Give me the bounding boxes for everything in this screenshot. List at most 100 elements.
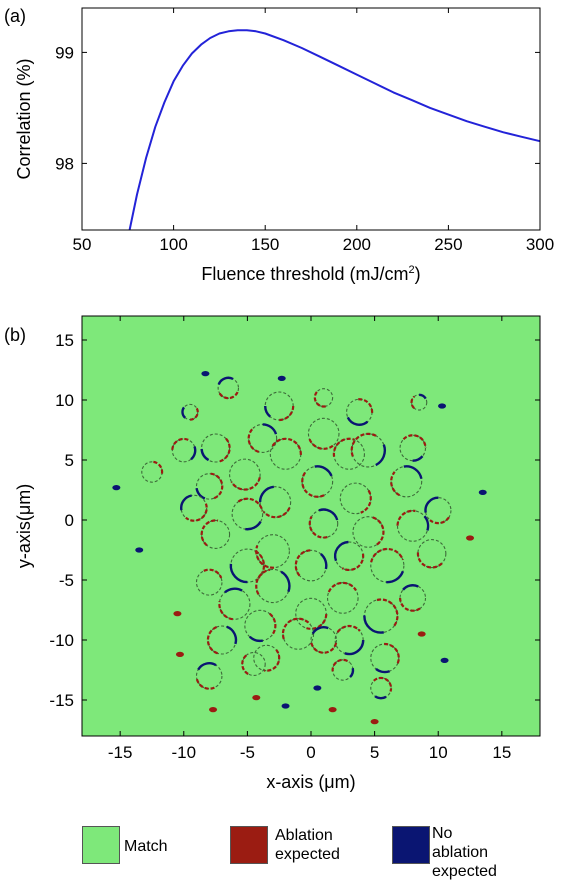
chart-b-ring [241, 651, 266, 676]
panel-label-b: (b) [4, 325, 26, 345]
chart-a-xtick-label: 100 [159, 235, 187, 254]
chart-b-ring [269, 437, 302, 470]
chart-b-ring [301, 465, 334, 498]
chart-b-ring [370, 642, 400, 674]
chart-b-ring-no-ablation-arc [375, 667, 391, 674]
legend-swatch-no-ablation [392, 826, 430, 864]
chart-b-ring-no-ablation-arc [363, 615, 385, 634]
chart-b-ring [326, 581, 359, 614]
chart-b-ring-no-ablation-arc [217, 376, 234, 386]
chart-b-ring-outline [310, 626, 337, 654]
chart-b-ring-ablation-arc [264, 649, 281, 672]
chart-b-ring-no-ablation-arc [386, 570, 405, 584]
chart-b-ring-ablation-arc [301, 471, 325, 498]
chart-b-ring [180, 494, 208, 522]
chart-b-ytick-label: 15 [55, 331, 74, 350]
chart-b-ring [313, 388, 334, 408]
chart-b-blob-no-ablation [277, 375, 286, 381]
chart-b-ring-ablation-arc [268, 612, 277, 637]
chart-a-series-layer [128, 29, 541, 231]
chart-b-ring-ablation-arc [203, 568, 223, 579]
chart-b-ring [396, 509, 430, 542]
chart-a-xlabel-close: ) [415, 264, 421, 284]
chart-b-ring-ablation-arc [262, 507, 291, 519]
chart-a-xtick-label: 250 [434, 235, 462, 254]
chart-b-ytick-label: 10 [55, 391, 74, 410]
chart-b-blob-no-ablation [281, 703, 290, 709]
chart-b-ring-ablation-arc [200, 519, 219, 547]
chart-b-ring-outline [424, 497, 452, 524]
chart-b-xtick-label: 10 [429, 743, 448, 762]
chart-b-blob-no-ablation [438, 403, 447, 409]
chart-b-ring-no-ablation-arc [424, 496, 439, 513]
chart-b-ring-ablation-arc [308, 516, 328, 539]
legend-swatch-match [82, 826, 120, 864]
chart-b-ring-ablation-arc [230, 477, 261, 491]
chart-b-ring-ablation-arc [390, 471, 401, 497]
chart-b-ring [218, 587, 251, 621]
chart-b-ring-ablation-arc [217, 391, 239, 400]
chart-b-ring [181, 403, 199, 421]
chart-b-ring-outline [195, 662, 223, 690]
chart-b-ring-ablation-arc [294, 549, 312, 577]
chart-b-ring-ablation-arc [254, 550, 266, 580]
chart-b-ring [307, 417, 340, 450]
chart-b-blob-ablation [209, 707, 218, 713]
chart-b-ring [195, 472, 224, 500]
chart-b-ring [229, 458, 261, 491]
chart-a-xlabel-sup: 2 [408, 264, 414, 276]
chart-b-blob-ablation [173, 611, 182, 617]
chart-b-ring-ablation-arc [384, 642, 400, 666]
chart-b-blob-no-ablation [135, 547, 144, 553]
legend-label-ablation-line1: Ablation [275, 827, 333, 844]
chart-b-ring-ablation-arc [376, 598, 399, 628]
chart-b-ring [346, 398, 374, 426]
chart-b-ring-ablation-arc [195, 677, 215, 690]
chart-b-ring [410, 393, 428, 411]
panel-label-a: (a) [4, 6, 26, 26]
chart-b-ring-no-ablation-arc [248, 635, 264, 643]
chart-a-ticks: 50 100 150 200 250 300 98 99 [55, 8, 554, 254]
chart-a-xtick-label: 300 [526, 235, 554, 254]
chart-b-ring [363, 598, 399, 634]
chart-b-xtick-label: -5 [240, 743, 255, 762]
chart-b-blob-ablation [328, 707, 337, 713]
chart-b-ring [370, 676, 393, 700]
chart-b-ring [294, 549, 328, 582]
chart-b-ring [339, 482, 372, 515]
chart-b-ring-no-ablation-arc [190, 446, 197, 461]
chart-b-ring-ablation-arc [185, 503, 208, 522]
chart-b-ring-no-ablation-arc [319, 552, 328, 570]
chart-b-ring-outline [201, 519, 231, 549]
chart-b-ring-ablation-arc [396, 509, 416, 526]
legend-label-no-ablation-line2: expected [432, 863, 497, 880]
chart-b-blob-ablation [252, 695, 261, 701]
chart-b-ticks: -15 -10 -5 0 5 10 15 -15 -10 -5 0 5 10 15 [49, 316, 540, 762]
chart-b-ring-ablation-arc [332, 437, 355, 457]
chart-b-ring [217, 376, 240, 400]
chart-b-ring-ablation-arc [341, 553, 365, 571]
chart-b-ring-ablation-arc [399, 597, 421, 612]
legend-label-match: Match [124, 838, 168, 855]
chart-b-ring-ablation-arc [327, 581, 357, 593]
chart-b-ring-outline [195, 569, 223, 596]
chart-b-ring [295, 597, 328, 630]
chart-b-ring-no-ablation-arc [318, 508, 339, 521]
chart-b-ytick-label: -15 [49, 691, 74, 710]
chart-b-blob-no-ablation [201, 371, 210, 377]
chart-b-ring-ablation-arc [336, 624, 361, 633]
chart-a-xlabel: Fluence threshold (mJ/cm2) [201, 264, 420, 284]
chart-b-ring-ablation-arc [429, 516, 450, 525]
chart-b-ring-ablation-arc [247, 426, 260, 453]
chart-b-ring [399, 584, 427, 612]
chart-b-ring-outline [295, 597, 327, 630]
chart-b-ring-no-ablation-arc [346, 416, 369, 426]
chart-b-ring [333, 540, 365, 571]
chart-b-xtick-label: -15 [108, 743, 133, 762]
chart-b-ring-ablation-arc [410, 395, 416, 410]
chart-b-xtick-label: -10 [171, 743, 196, 762]
chart-b-ring-no-ablation-arc [311, 626, 329, 635]
legend-label-ablation: Ablation expected [275, 826, 340, 864]
legend-label-no-ablation: No ablation expected [432, 824, 497, 881]
chart-b-ring-ablation-arc [358, 398, 374, 415]
